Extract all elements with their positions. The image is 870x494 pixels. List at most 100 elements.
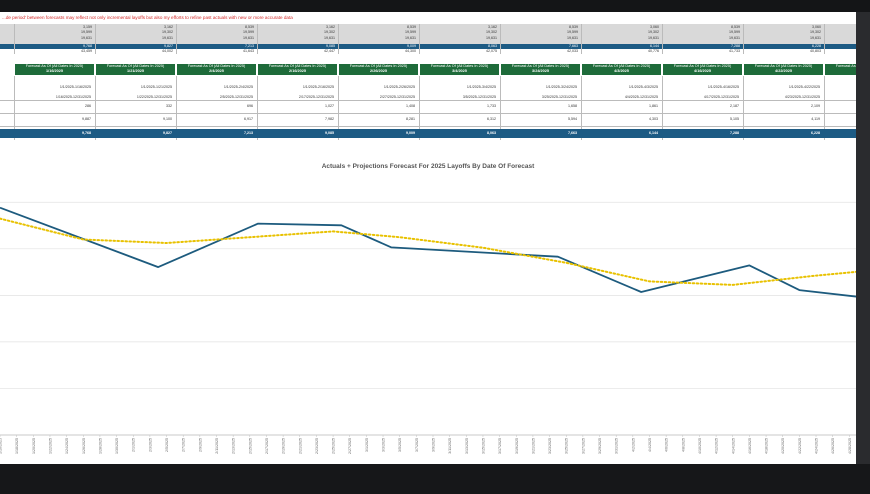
forecast-cell: 4/17/2025-12/31/2025: [703, 95, 739, 99]
top-table-cell: 3,159: [83, 25, 92, 29]
forecast-cell: 1/1/2025-1/16/2025: [59, 85, 91, 89]
x-tick-label: 4/28/2025: [848, 438, 852, 454]
scrollbar[interactable]: [856, 12, 870, 464]
forecast-cell: 1/22/2025-12/31/2025: [136, 95, 172, 99]
forecast-header: Forecast As Of (All Dates In 2025) 2/4/20…: [177, 64, 256, 75]
top-table-cell: 8,539: [407, 25, 416, 29]
forecast-header-date: 2/16/2025: [289, 69, 306, 73]
forecast-cell: 5,594: [568, 117, 577, 121]
top-table-band: [0, 24, 856, 44]
forecast-cell: 2,109: [811, 104, 820, 108]
sheet-note: ...de period' between forecasts may refl…: [2, 15, 293, 20]
top-table-cell: 8,063: [488, 44, 497, 48]
x-tick-label: 1/18/2025: [15, 438, 19, 454]
top-table-cell: 19,599: [405, 30, 416, 34]
x-tick-label: 4/12/2025: [715, 438, 719, 454]
x-tick-label: 1/22/2025: [48, 438, 52, 454]
forecast-cell: 1/1/2025-3/24/2025: [545, 85, 577, 89]
forecast-header-label: Forecast As Of (All Dates In 2025): [592, 64, 651, 68]
forecast-cell: 1,658: [568, 104, 577, 108]
x-tick-label: 4/22/2025: [798, 438, 802, 454]
forecast-total-row: [0, 129, 856, 138]
forecast-cell: 286: [85, 104, 91, 108]
top-table-cell: 42,447: [324, 49, 335, 53]
top-table-cell: 6,144: [650, 44, 659, 48]
top-table-cell: 19,599: [567, 30, 578, 34]
forecast-divider: [824, 76, 825, 140]
x-tick-label: 1/30/2025: [115, 438, 119, 454]
x-tick-label: 2/1/2025: [132, 438, 136, 452]
top-table-divider: [824, 24, 825, 54]
forecast-cell: 1,027: [325, 104, 334, 108]
forecast-cell: 7,982: [325, 117, 334, 121]
forecast-header: Forecast As Of (All Dates In 2025) 4/3/20…: [582, 64, 661, 75]
forecast-cell: 8,281: [406, 117, 415, 121]
forecast-cell: 1/1/2025-3/4/2025: [466, 85, 496, 89]
forecast-header-date: 2/4/2025: [209, 69, 224, 73]
forecast-header: Forecast As Of (All Dates In 2025) 2/26/2…: [339, 64, 418, 75]
forecast-header-date: 1/16/2025: [46, 69, 63, 73]
forecast-cell: 4/4/2025-12/31/2025: [624, 95, 658, 99]
top-table-cell: 19,631: [567, 36, 578, 40]
forecast-header-label: Forecast As Of (All Dates In 2025): [349, 64, 408, 68]
forecast-header-label: Forecast As Of (All Dates In 2025): [430, 64, 489, 68]
forecast-header-date: 4/3/2025: [614, 69, 629, 73]
x-tick-label: 2/3/2025: [148, 438, 152, 452]
top-table-divider: [257, 24, 258, 54]
x-tick-label: 2/7/2025: [182, 438, 186, 452]
x-tick-label: 4/10/2025: [698, 438, 702, 454]
x-tick-label: 2/15/2025: [248, 438, 252, 454]
forecast-cell: 6,312: [487, 117, 496, 121]
top-table-cell: 3,162: [326, 25, 335, 29]
top-table-cell: 19,631: [81, 36, 92, 40]
top-table-cell: 3,162: [488, 25, 497, 29]
x-tick-label: 3/11/2025: [448, 438, 452, 454]
x-tick-label: 2/17/2025: [265, 438, 269, 454]
top-table-cell: 19,631: [810, 36, 821, 40]
forecast-header-label: Forecast As Of (All Dates In 2025): [268, 64, 327, 68]
forecast-header-label: Forecast As Of (All Dates In 2025): [106, 64, 165, 68]
x-tick-label: 4/18/2025: [765, 438, 769, 454]
x-tick-label: 4/2/2025: [631, 438, 635, 452]
forecast-divider: [419, 76, 420, 140]
forecast-cell: 9,827: [163, 131, 172, 135]
forecast-divider: [338, 76, 339, 140]
forecast-cell: 8,063: [487, 131, 496, 135]
forecast-header-date: 3/4/2025: [452, 69, 467, 73]
x-tick-label: 2/11/2025: [215, 438, 219, 454]
forecast-header: Forecast As Of (All Dates In 2025) 3/4/20…: [420, 64, 499, 75]
forecast-cell: 1,733: [487, 104, 496, 108]
x-tick-label: 3/5/2025: [398, 438, 402, 452]
forecast-cell: 1/1/2025-4/22/2025: [788, 85, 820, 89]
forecast-cell: 2/17/2025-12/31/2025: [298, 95, 334, 99]
forecast-cell: 7,663: [568, 131, 577, 135]
top-table-cell: 40,776: [648, 49, 659, 53]
top-table-cell: 7,213: [245, 44, 254, 48]
top-table-cell: 19,599: [81, 30, 92, 34]
forecast-cell: 332: [166, 104, 172, 108]
forecast-divider: [500, 76, 501, 140]
top-table-divider: [95, 24, 96, 54]
forecast-header: Forecast As Of (All Dates In 2025) 4/22/2…: [744, 64, 823, 75]
top-table-cell: 44,300: [405, 49, 416, 53]
forecast-cell: 1: [824, 85, 856, 89]
forecast-cell: 3/5/2025-12/31/2025: [462, 95, 496, 99]
x-tick-label: 3/13/2025: [465, 438, 469, 454]
x-tick-label: 4/4/2025: [648, 438, 652, 452]
top-table-cell: 19,599: [243, 30, 254, 34]
top-table-cell: 8,539: [245, 25, 254, 29]
x-tick-label: 2/23/2025: [315, 438, 319, 454]
forecast-cell: 9,100: [163, 117, 172, 121]
top-table-cell: 3,060: [650, 25, 659, 29]
x-tick-label: 2/19/2025: [282, 438, 286, 454]
top-table-blue-row: [0, 44, 856, 49]
top-table-cell: 19,599: [729, 30, 740, 34]
x-tick-label: 3/31/2025: [615, 438, 619, 454]
forecast-divider: [257, 76, 258, 140]
forecast-cell: 1,861: [649, 104, 658, 108]
trend-line: [0, 217, 856, 286]
forecast-cell: 9,009: [406, 131, 415, 135]
top-table-cell: 19,302: [486, 30, 497, 34]
x-tick-label: 4/16/2025: [748, 438, 752, 454]
top-table-cell: 19,631: [324, 36, 335, 40]
